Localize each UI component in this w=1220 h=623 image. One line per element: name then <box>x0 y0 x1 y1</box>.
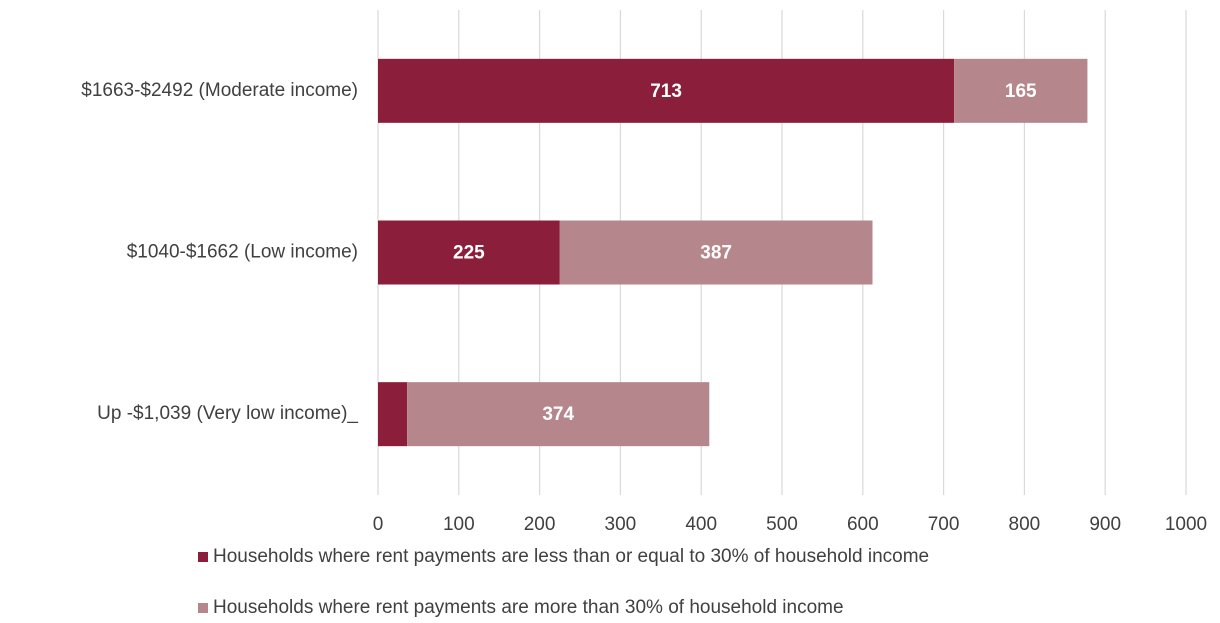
legend-swatch <box>198 552 208 562</box>
legend-label: Households where rent payments are less … <box>213 546 929 567</box>
x-tick-label: 0 <box>373 514 384 535</box>
y-tick-label: $1040-$1662 (Low income) <box>127 242 358 263</box>
data-label: 374 <box>542 404 574 425</box>
x-tick-label: 1000 <box>1165 514 1207 535</box>
bar-segment <box>954 58 1088 123</box>
x-tick-label: 300 <box>605 514 637 535</box>
x-tick-label: 400 <box>685 514 717 535</box>
x-tick-label: 500 <box>766 514 798 535</box>
y-tick-label: Up -$1,039 (Very low income)_ <box>97 403 358 424</box>
data-label: 165 <box>1005 81 1037 102</box>
data-label: 225 <box>453 243 485 264</box>
data-label: 387 <box>700 243 732 264</box>
bar-segment <box>378 220 560 285</box>
legend-label: Households where rent payments are more … <box>213 597 844 618</box>
x-tick-label: 800 <box>1009 514 1041 535</box>
x-tick-label: 200 <box>524 514 556 535</box>
x-tick-label: 900 <box>1089 514 1121 535</box>
bar-segment <box>378 382 408 447</box>
x-tick-label: 700 <box>928 514 960 535</box>
bar-segment <box>559 220 873 285</box>
data-label: 713 <box>650 81 682 102</box>
bar-segment <box>378 58 955 123</box>
legend-swatch <box>198 603 208 613</box>
bar-segment <box>407 382 710 447</box>
x-tick-label: 100 <box>443 514 475 535</box>
x-tick-label: 600 <box>847 514 879 535</box>
y-tick-label: $1663-$2492 (Moderate income) <box>81 80 358 101</box>
